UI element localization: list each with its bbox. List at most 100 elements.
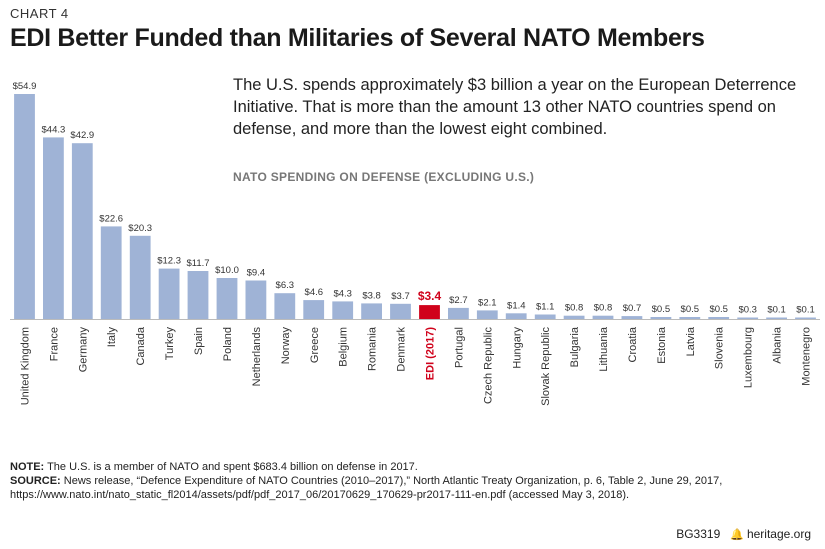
bar [505,313,527,319]
bar-value-label: $0.1 [796,305,815,316]
category-label: Croatia [627,326,639,362]
category-labels-group: United Kingdom France Germany Italy Canada Tu… [20,326,813,406]
footer: BG3319 🔔 heritage.org [676,527,811,541]
bar-value-label: $1.4 [507,300,526,311]
bar [534,314,556,319]
source-label: SOURCE: [10,475,61,487]
bar-value-label: $1.1 [536,302,555,313]
bar [43,137,64,319]
bar [245,280,267,319]
bar-chart: $54.9 $44.3 $42.9 $22.6 $20.3 $12.3 $11.7 $10.0… [10,81,820,406]
bar [679,317,701,319]
bar-value-label: $6.3 [276,280,295,291]
bar-value-label: $11.7 [186,258,209,269]
bar-value-label: $54.9 [13,81,37,92]
bar-value-label: $0.1 [767,305,786,316]
bar-value-label: $20.3 [128,223,152,234]
bar-value-label: $3.7 [391,291,410,302]
chart-description: The U.S. spends approximately $3 billion… [233,76,797,138]
bar-value-label: $2.1 [478,297,497,308]
category-label: Romania [367,326,379,371]
category-label: Italy [106,327,118,348]
chart-subtitle: NATO SPENDING ON DEFENSE (EXCLUDING U.S.… [233,170,535,184]
bar-value-label: $42.9 [70,130,94,141]
bar-value-label: $0.7 [623,303,642,314]
liberty-bell-icon: 🔔 [730,529,744,541]
category-label: Latvia [685,326,697,356]
bar [476,310,498,319]
category-label: Denmark [396,327,408,372]
notes-section: NOTE: The U.S. is a member of NATO and s… [10,460,815,502]
bar-value-label: $9.4 [247,268,266,279]
category-label: Luxembourg [743,327,755,388]
report-code: BG3319 [676,527,721,541]
chart-title: EDI Better Funded than Militaries of Sev… [10,24,705,52]
bar-value-label: $2.7 [449,295,468,306]
category-label: Lithuania [598,326,610,372]
bar [737,317,759,319]
chart-number: CHART 4 [10,6,69,21]
category-label: Turkey [164,327,176,361]
bar [303,300,325,319]
note-line: NOTE: The U.S. is a member of NATO and s… [10,460,815,474]
category-label: Portugal [453,327,465,368]
category-label: Czech Republic [482,327,494,405]
bar-value-label: $0.8 [594,303,613,314]
source-text: News release, “Defence Expenditure of NA… [10,475,723,501]
bar [100,226,122,319]
site-name: heritage.org [746,527,811,541]
bar [332,301,354,319]
bar [766,317,787,319]
bar [216,278,238,319]
bar-highlight [419,305,440,319]
category-label: Slovenia [714,326,726,369]
bar-value-label: $0.5 [681,304,700,315]
bar [129,235,151,319]
bar-value-label: $3.8 [362,290,381,301]
bar [708,317,730,319]
bar [563,315,585,319]
bar [274,293,296,319]
category-label: EDI (2017) [425,327,437,381]
category-label: Poland [222,327,234,361]
category-label: Spain [193,327,205,355]
bar [71,143,93,319]
bar [158,268,180,319]
bar [361,303,382,319]
category-label: Norway [280,327,292,365]
category-label: Netherlands [251,327,263,387]
note-label: NOTE: [10,461,45,473]
bar [592,315,614,319]
bar-value-label: $0.8 [565,303,584,314]
bar [621,316,643,319]
bars-group: $54.9 $44.3 $42.9 $22.6 $20.3 $12.3 $11.7 $10.0… [13,81,816,319]
bar [187,271,209,319]
category-label: Montenegro [801,327,813,386]
category-label: Hungary [511,327,523,369]
bar-value-label: $0.3 [738,305,757,316]
bar-value-label: $12.3 [157,256,181,267]
bar-value-label: $0.5 [652,304,671,315]
category-label: Germany [77,327,89,373]
bar-value-label: $0.5 [709,304,728,315]
bar-value-label: $4.3 [333,288,352,299]
bar [448,307,469,319]
category-label: France [48,327,60,361]
category-label: Greece [309,327,321,363]
bar [650,317,672,319]
bar-value-label: $4.6 [305,287,324,298]
category-label: Estonia [656,326,668,364]
note-text: The U.S. is a member of NATO and spent $… [44,461,418,473]
bar [390,303,411,319]
bar-value-label: $10.0 [215,265,239,276]
category-label: Belgium [338,327,350,367]
category-label: Slovak Republic [540,327,552,406]
source-line: SOURCE: News release, “Defence Expenditu… [10,474,815,502]
bar [795,317,816,319]
bar-value-label: $22.6 [99,213,123,224]
category-label: United Kingdom [20,327,32,405]
bar-value-label: $44.3 [42,124,66,135]
category-label: Albania [772,326,784,364]
bar [14,94,35,319]
bar-value-label: $3.4 [418,289,442,303]
